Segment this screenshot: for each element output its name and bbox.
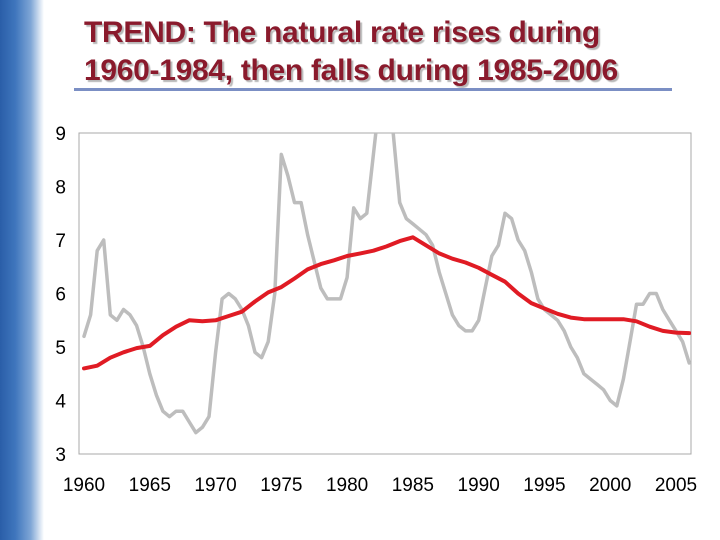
x-tick-label: 1960: [63, 475, 105, 496]
series-layer: [82, 133, 691, 435]
x-tick-label: 2000: [589, 475, 631, 496]
y-tick-label: 5: [55, 338, 66, 359]
plot-area-frame: [78, 132, 692, 455]
x-tick-label: 1990: [458, 475, 500, 496]
y-tick-label: 9: [55, 124, 66, 145]
x-tick-label: 1965: [129, 475, 171, 496]
y-tick-label: 6: [55, 285, 66, 306]
x-tick-label: 1985: [392, 475, 434, 496]
slide-title: TREND: The natural rate rises during 196…: [84, 14, 684, 90]
y-axis: 3 4 5 6 7 8 9: [55, 124, 66, 466]
y-tick-label: 8: [55, 178, 66, 199]
x-tick-label: 1995: [523, 475, 565, 496]
side-gradient-bar: [0, 0, 44, 540]
title-underline: [74, 88, 672, 91]
x-tick-label: 1980: [326, 475, 368, 496]
y-tick-label: 4: [55, 392, 66, 413]
y-tick-label: 3: [55, 445, 66, 466]
title-line-2: 1960-1984, then falls during 1985-2006: [84, 54, 618, 87]
x-tick-label: 1970: [194, 475, 236, 496]
title-line-1: TREND: The natural rate rises during: [84, 16, 600, 49]
unemployment-rate-line: [82, 133, 691, 435]
y-tick-label: 7: [55, 231, 66, 252]
natural-rate-line: [82, 235, 691, 371]
x-tick-label: 1975: [260, 475, 302, 496]
x-tick-label: 2005: [655, 475, 697, 496]
x-axis: 1960 1965 1970 1975 1980 1985 1990 1995 2000 2005: [63, 475, 697, 496]
